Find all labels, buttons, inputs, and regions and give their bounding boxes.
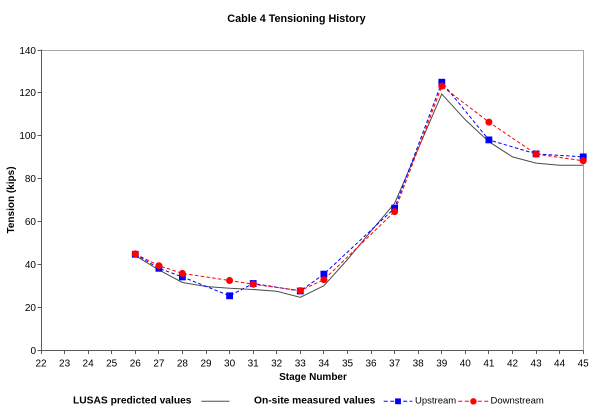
- svg-text:37: 37: [389, 359, 401, 370]
- svg-text:29: 29: [200, 359, 212, 370]
- svg-text:Cable 4 Tensioning History: Cable 4 Tensioning History: [227, 13, 365, 25]
- svg-text:43: 43: [531, 359, 543, 370]
- svg-text:0: 0: [30, 346, 36, 357]
- svg-text:36: 36: [365, 359, 377, 370]
- svg-text:35: 35: [342, 359, 354, 370]
- svg-text:22: 22: [35, 359, 47, 370]
- svg-text:42: 42: [507, 359, 519, 370]
- svg-text:30: 30: [224, 359, 236, 370]
- svg-text:Upstream: Upstream: [415, 396, 456, 407]
- svg-text:38: 38: [413, 359, 425, 370]
- svg-text:41: 41: [483, 359, 495, 370]
- svg-text:28: 28: [177, 359, 189, 370]
- svg-text:33: 33: [295, 359, 307, 370]
- svg-text:Tension (kips): Tension (kips): [6, 166, 17, 233]
- svg-text:23: 23: [59, 359, 71, 370]
- svg-text:On-site measured values: On-site measured values: [254, 395, 376, 406]
- svg-text:120: 120: [19, 88, 36, 99]
- svg-text:32: 32: [271, 359, 283, 370]
- svg-text:LUSAS predicted values: LUSAS predicted values: [73, 395, 192, 406]
- svg-text:24: 24: [83, 359, 95, 370]
- svg-text:40: 40: [25, 260, 37, 271]
- svg-text:26: 26: [130, 359, 142, 370]
- svg-text:44: 44: [554, 359, 566, 370]
- svg-text:Stage Number: Stage Number: [279, 372, 347, 383]
- svg-text:80: 80: [25, 174, 37, 185]
- svg-text:100: 100: [19, 131, 36, 142]
- svg-text:27: 27: [153, 359, 165, 370]
- svg-text:31: 31: [248, 359, 260, 370]
- svg-text:60: 60: [25, 217, 37, 228]
- svg-text:25: 25: [106, 359, 118, 370]
- svg-text:20: 20: [25, 303, 37, 314]
- svg-text:40: 40: [460, 359, 472, 370]
- svg-text:39: 39: [436, 359, 448, 370]
- svg-text:34: 34: [318, 359, 330, 370]
- svg-text:140: 140: [19, 46, 36, 57]
- svg-text:45: 45: [578, 359, 590, 370]
- svg-text:Downstream: Downstream: [491, 396, 544, 407]
